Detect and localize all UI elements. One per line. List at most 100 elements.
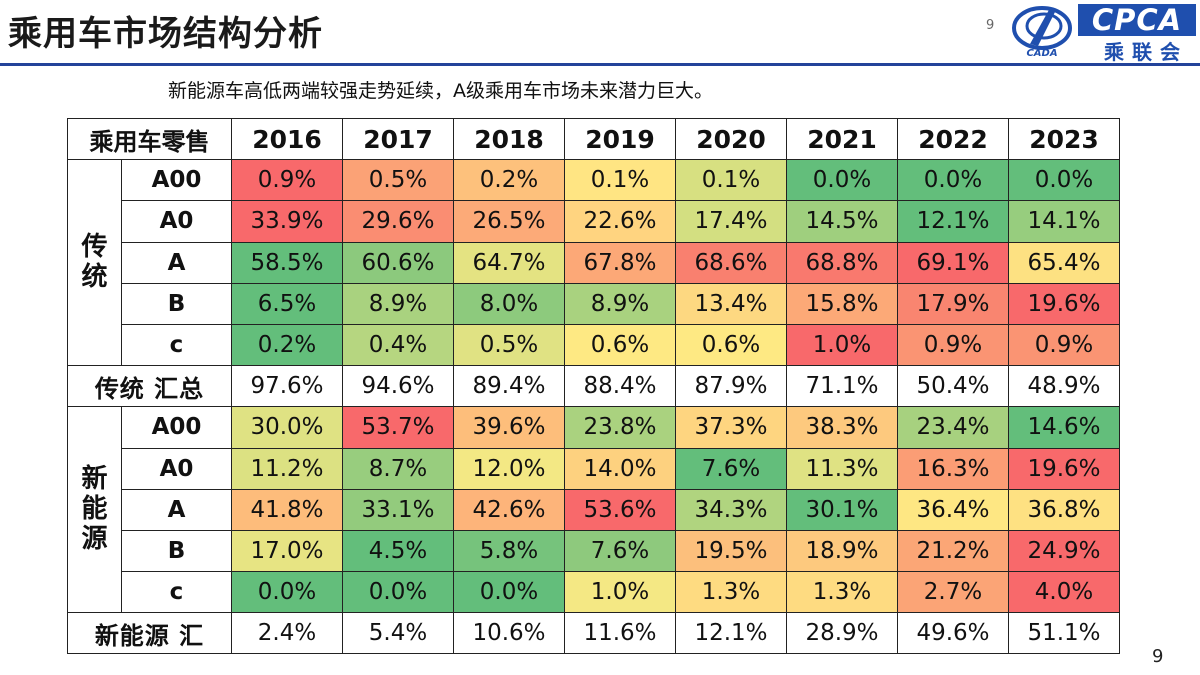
- share-cell: 33.9%: [231, 200, 343, 243]
- subtitle: 新能源车高低两端较强走势延续，A级乘用车市场未来潜力巨大。: [168, 80, 713, 102]
- share-cell: 0.9%: [1008, 323, 1120, 367]
- cpca-logo: CADA CPCA 乘联会: [1010, 2, 1200, 64]
- header-page-number: 9: [986, 18, 995, 33]
- share-cell: 1.0%: [786, 323, 898, 367]
- table-row: A0 33.9% 29.6% 26.5% 22.6% 17.4% 14.5% 12.1% 14.…: [68, 200, 1120, 243]
- share-cell: 38.3%: [786, 406, 898, 449]
- group-label-char: 源: [81, 523, 108, 554]
- total-cell: 88.4%: [564, 365, 676, 408]
- total-cell: 71.1%: [786, 365, 898, 408]
- total-cell: 11.6%: [564, 612, 676, 655]
- share-cell: 34.3%: [675, 488, 787, 531]
- table-row: A 58.5% 60.6% 64.7% 67.8% 68.6% 68.8% 69.1% 65.4…: [68, 241, 1120, 284]
- total-cell: 87.9%: [675, 365, 787, 408]
- logo-text: CPCA: [1078, 4, 1196, 36]
- share-cell: 37.3%: [675, 406, 787, 449]
- share-cell: 7.6%: [675, 447, 787, 490]
- share-cell: 0.0%: [1008, 159, 1120, 202]
- share-cell: 30.0%: [231, 406, 343, 449]
- segment-label: B: [121, 529, 232, 573]
- total-label: 新能源 汇: [67, 612, 232, 655]
- total-cell: 28.9%: [786, 612, 898, 655]
- share-cell: 16.3%: [897, 447, 1009, 490]
- share-cell: 18.9%: [786, 529, 898, 573]
- share-cell: 41.8%: [231, 488, 343, 531]
- share-cell: 0.6%: [675, 323, 787, 367]
- year-header: 2022: [897, 117, 1009, 161]
- share-cell: 4.5%: [342, 529, 454, 573]
- segment-label: c: [121, 323, 232, 367]
- share-cell: 68.6%: [675, 241, 787, 284]
- share-cell: 19.6%: [1008, 282, 1120, 325]
- share-cell: 14.6%: [1008, 406, 1120, 449]
- logo-subtext: 乘联会: [1104, 40, 1188, 64]
- share-cell: 14.0%: [564, 447, 676, 490]
- share-cell: 0.6%: [564, 323, 676, 367]
- share-cell: 2.7%: [897, 571, 1009, 614]
- table-row: B 17.0% 4.5% 5.8% 7.6% 19.5% 18.9% 21.2% 24.9%: [68, 529, 1120, 573]
- share-cell: 42.6%: [453, 488, 565, 531]
- share-cell: 17.0%: [231, 529, 343, 573]
- share-cell: 24.9%: [1008, 529, 1120, 573]
- share-cell: 17.4%: [675, 200, 787, 243]
- share-cell: 15.8%: [786, 282, 898, 325]
- share-cell: 0.1%: [564, 159, 676, 202]
- share-cell: 60.6%: [342, 241, 454, 284]
- share-cell: 19.6%: [1008, 447, 1120, 490]
- share-cell: 6.5%: [231, 282, 343, 325]
- share-cell: 23.4%: [897, 406, 1009, 449]
- share-cell: 26.5%: [453, 200, 565, 243]
- table-row: 传统 A00 0.9% 0.5% 0.2% 0.1% 0.1% 0.0% 0.0% 0.0%: [67, 159, 1120, 367]
- group-label-char: 新: [81, 463, 108, 494]
- year-header: 2016: [231, 117, 343, 161]
- share-cell: 0.2%: [453, 159, 565, 202]
- share-cell: 12.0%: [453, 447, 565, 490]
- share-cell: 4.0%: [1008, 571, 1120, 614]
- market-structure-table: 乘用车零售 2016 2017 2018 2019 2020 2021 2022…: [67, 117, 1120, 655]
- segment-label: A0: [121, 200, 232, 243]
- share-cell: 8.7%: [342, 447, 454, 490]
- header-rule: [0, 63, 1200, 66]
- share-cell: 17.9%: [897, 282, 1009, 325]
- share-cell: 33.1%: [342, 488, 454, 531]
- share-cell: 0.9%: [231, 159, 343, 202]
- share-cell: 53.7%: [342, 406, 454, 449]
- share-cell: 29.6%: [342, 200, 454, 243]
- share-cell: 68.8%: [786, 241, 898, 284]
- share-cell: 5.8%: [453, 529, 565, 573]
- share-cell: 22.6%: [564, 200, 676, 243]
- share-cell: 0.0%: [453, 571, 565, 614]
- page-title: 乘用车市场结构分析: [8, 14, 323, 54]
- total-cell: 51.1%: [1008, 612, 1120, 655]
- logo-mark-text: CADA: [1026, 48, 1057, 58]
- share-cell: 23.8%: [564, 406, 676, 449]
- share-cell: 12.1%: [897, 200, 1009, 243]
- segment-label: c: [121, 571, 232, 614]
- share-cell: 36.4%: [897, 488, 1009, 531]
- total-row: 新能源 汇 2.4% 5.4% 10.6% 11.6% 12.1% 28.9% 49.6% 51…: [67, 612, 1120, 655]
- share-cell: 14.1%: [1008, 200, 1120, 243]
- share-cell: 8.0%: [453, 282, 565, 325]
- share-cell: 8.9%: [564, 282, 676, 325]
- share-cell: 0.0%: [897, 159, 1009, 202]
- group-label-char: 能: [81, 493, 108, 524]
- total-cell: 12.1%: [675, 612, 787, 655]
- header-row: 乘用车零售 2016 2017 2018 2019 2020 2021 2022…: [67, 117, 1120, 161]
- share-cell: 69.1%: [897, 241, 1009, 284]
- share-cell: 8.9%: [342, 282, 454, 325]
- year-header: 2023: [1008, 117, 1120, 161]
- share-cell: 39.6%: [453, 406, 565, 449]
- total-cell: 5.4%: [342, 612, 454, 655]
- total-cell: 97.6%: [231, 365, 343, 408]
- market-structure-table-container: 乘用车零售 2016 2017 2018 2019 2020 2021 2022…: [67, 117, 1120, 655]
- total-row: 传统 汇总 97.6% 94.6% 89.4% 88.4% 87.9% 71.1% 50.4%…: [67, 365, 1120, 408]
- year-header: 2018: [453, 117, 565, 161]
- table-row: A0 11.2% 8.7% 12.0% 14.0% 7.6% 11.3% 16.3% 19.6%: [68, 447, 1120, 490]
- share-cell: 58.5%: [231, 241, 343, 284]
- segment-label: A0: [121, 447, 232, 490]
- page-number: 9: [1152, 646, 1164, 667]
- segment-label: A00: [121, 159, 232, 202]
- share-cell: 67.8%: [564, 241, 676, 284]
- table-row: 新能源 A00 30.0% 53.7% 39.6% 23.8% 37.3% 38.3% 23.4…: [67, 406, 1120, 614]
- total-cell: 48.9%: [1008, 365, 1120, 408]
